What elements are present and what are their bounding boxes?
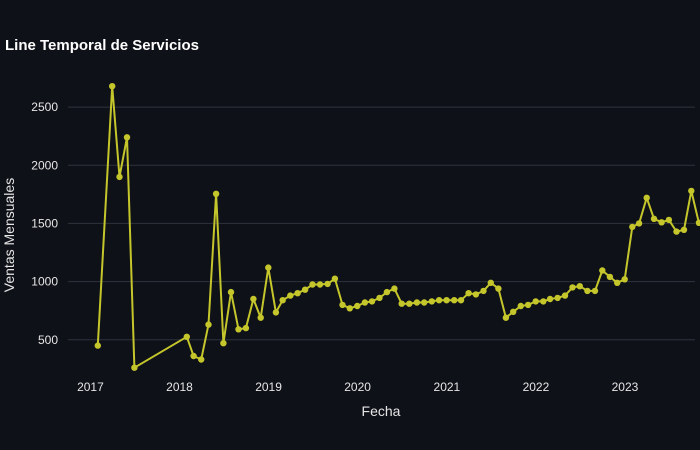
data-point	[94, 342, 102, 349]
data-point	[324, 280, 331, 288]
x-tick-label: 2018	[166, 380, 193, 394]
data-point	[576, 283, 583, 290]
y-tick-label: 1500	[31, 216, 58, 230]
x-axis-ticks: 2017 2018 2019 2020 2021 2022 2023	[77, 380, 639, 394]
data-point	[198, 356, 205, 363]
data-point	[695, 219, 700, 226]
data-point	[391, 285, 398, 292]
data-point	[309, 281, 316, 288]
data-point	[109, 83, 116, 90]
data-point	[665, 216, 673, 224]
data-point	[316, 281, 324, 288]
data-point	[688, 187, 695, 195]
x-tick-label: 2020	[344, 380, 371, 394]
x-tick-label: 2021	[434, 380, 461, 394]
data-point	[443, 297, 450, 304]
data-point	[658, 219, 665, 226]
data-point	[546, 295, 554, 303]
y-axis-ticks: 500 1000 1500 2000 2500	[31, 100, 58, 347]
data-point	[383, 288, 391, 296]
data-point	[435, 297, 443, 304]
data-point	[680, 226, 688, 233]
data-point	[480, 287, 487, 295]
data-point	[406, 300, 413, 307]
data-point	[331, 275, 339, 282]
data-point	[606, 273, 614, 281]
data-point	[465, 290, 472, 297]
data-point	[629, 223, 636, 231]
data-point	[614, 279, 621, 286]
y-tick-label: 500	[38, 333, 58, 347]
x-tick-label: 2017	[77, 380, 104, 394]
x-tick-label: 2022	[523, 380, 550, 394]
data-point	[421, 299, 428, 306]
data-point	[540, 298, 547, 305]
data-point	[673, 228, 680, 235]
x-axis-title: Fecha	[362, 403, 401, 419]
data-point	[569, 284, 576, 291]
series-points	[94, 83, 700, 371]
data-point	[339, 301, 346, 309]
data-point	[368, 298, 376, 305]
data-point	[487, 279, 494, 286]
data-point	[361, 299, 369, 306]
x-tick-label: 2019	[255, 380, 282, 394]
data-point	[517, 302, 524, 310]
data-point	[650, 215, 658, 222]
data-point	[413, 299, 421, 306]
data-point	[457, 297, 465, 304]
data-point	[346, 305, 353, 312]
gridlines	[68, 106, 695, 341]
data-point	[599, 267, 606, 274]
data-point	[376, 294, 383, 302]
data-point	[123, 134, 131, 141]
data-point	[131, 364, 138, 371]
y-tick-label: 1000	[31, 275, 58, 289]
data-point	[561, 292, 569, 299]
data-point	[250, 295, 257, 303]
data-point	[212, 190, 220, 197]
data-point	[205, 321, 212, 328]
y-tick-label: 2000	[31, 158, 58, 172]
data-point	[428, 298, 435, 305]
data-point	[451, 297, 458, 304]
data-point	[220, 340, 227, 347]
y-axis-title: Ventas Mensuales	[1, 178, 17, 292]
data-point	[116, 173, 123, 181]
data-point	[554, 294, 561, 302]
data-point	[354, 302, 361, 310]
data-point	[398, 300, 405, 307]
data-point	[643, 194, 650, 201]
data-point	[584, 287, 591, 295]
data-point	[495, 285, 502, 292]
data-point	[242, 324, 250, 332]
data-point	[287, 292, 294, 299]
data-point	[272, 309, 280, 316]
y-tick-label: 2500	[31, 100, 58, 114]
data-point	[279, 297, 286, 304]
data-point	[235, 326, 242, 333]
x-tick-label: 2023	[612, 380, 639, 394]
data-point	[294, 290, 301, 297]
data-point	[257, 314, 264, 321]
data-point	[591, 287, 599, 295]
data-point	[621, 276, 628, 283]
data-point	[227, 288, 235, 296]
data-point	[301, 286, 309, 293]
data-point	[190, 352, 197, 360]
data-point	[265, 264, 272, 271]
data-point	[472, 291, 480, 298]
data-point	[502, 314, 510, 321]
data-point	[510, 308, 517, 315]
data-point	[532, 298, 539, 305]
data-point	[524, 301, 532, 309]
chart-title: Line Temporal de Servicios	[5, 37, 199, 54]
data-point	[635, 220, 643, 227]
data-point	[183, 333, 190, 340]
